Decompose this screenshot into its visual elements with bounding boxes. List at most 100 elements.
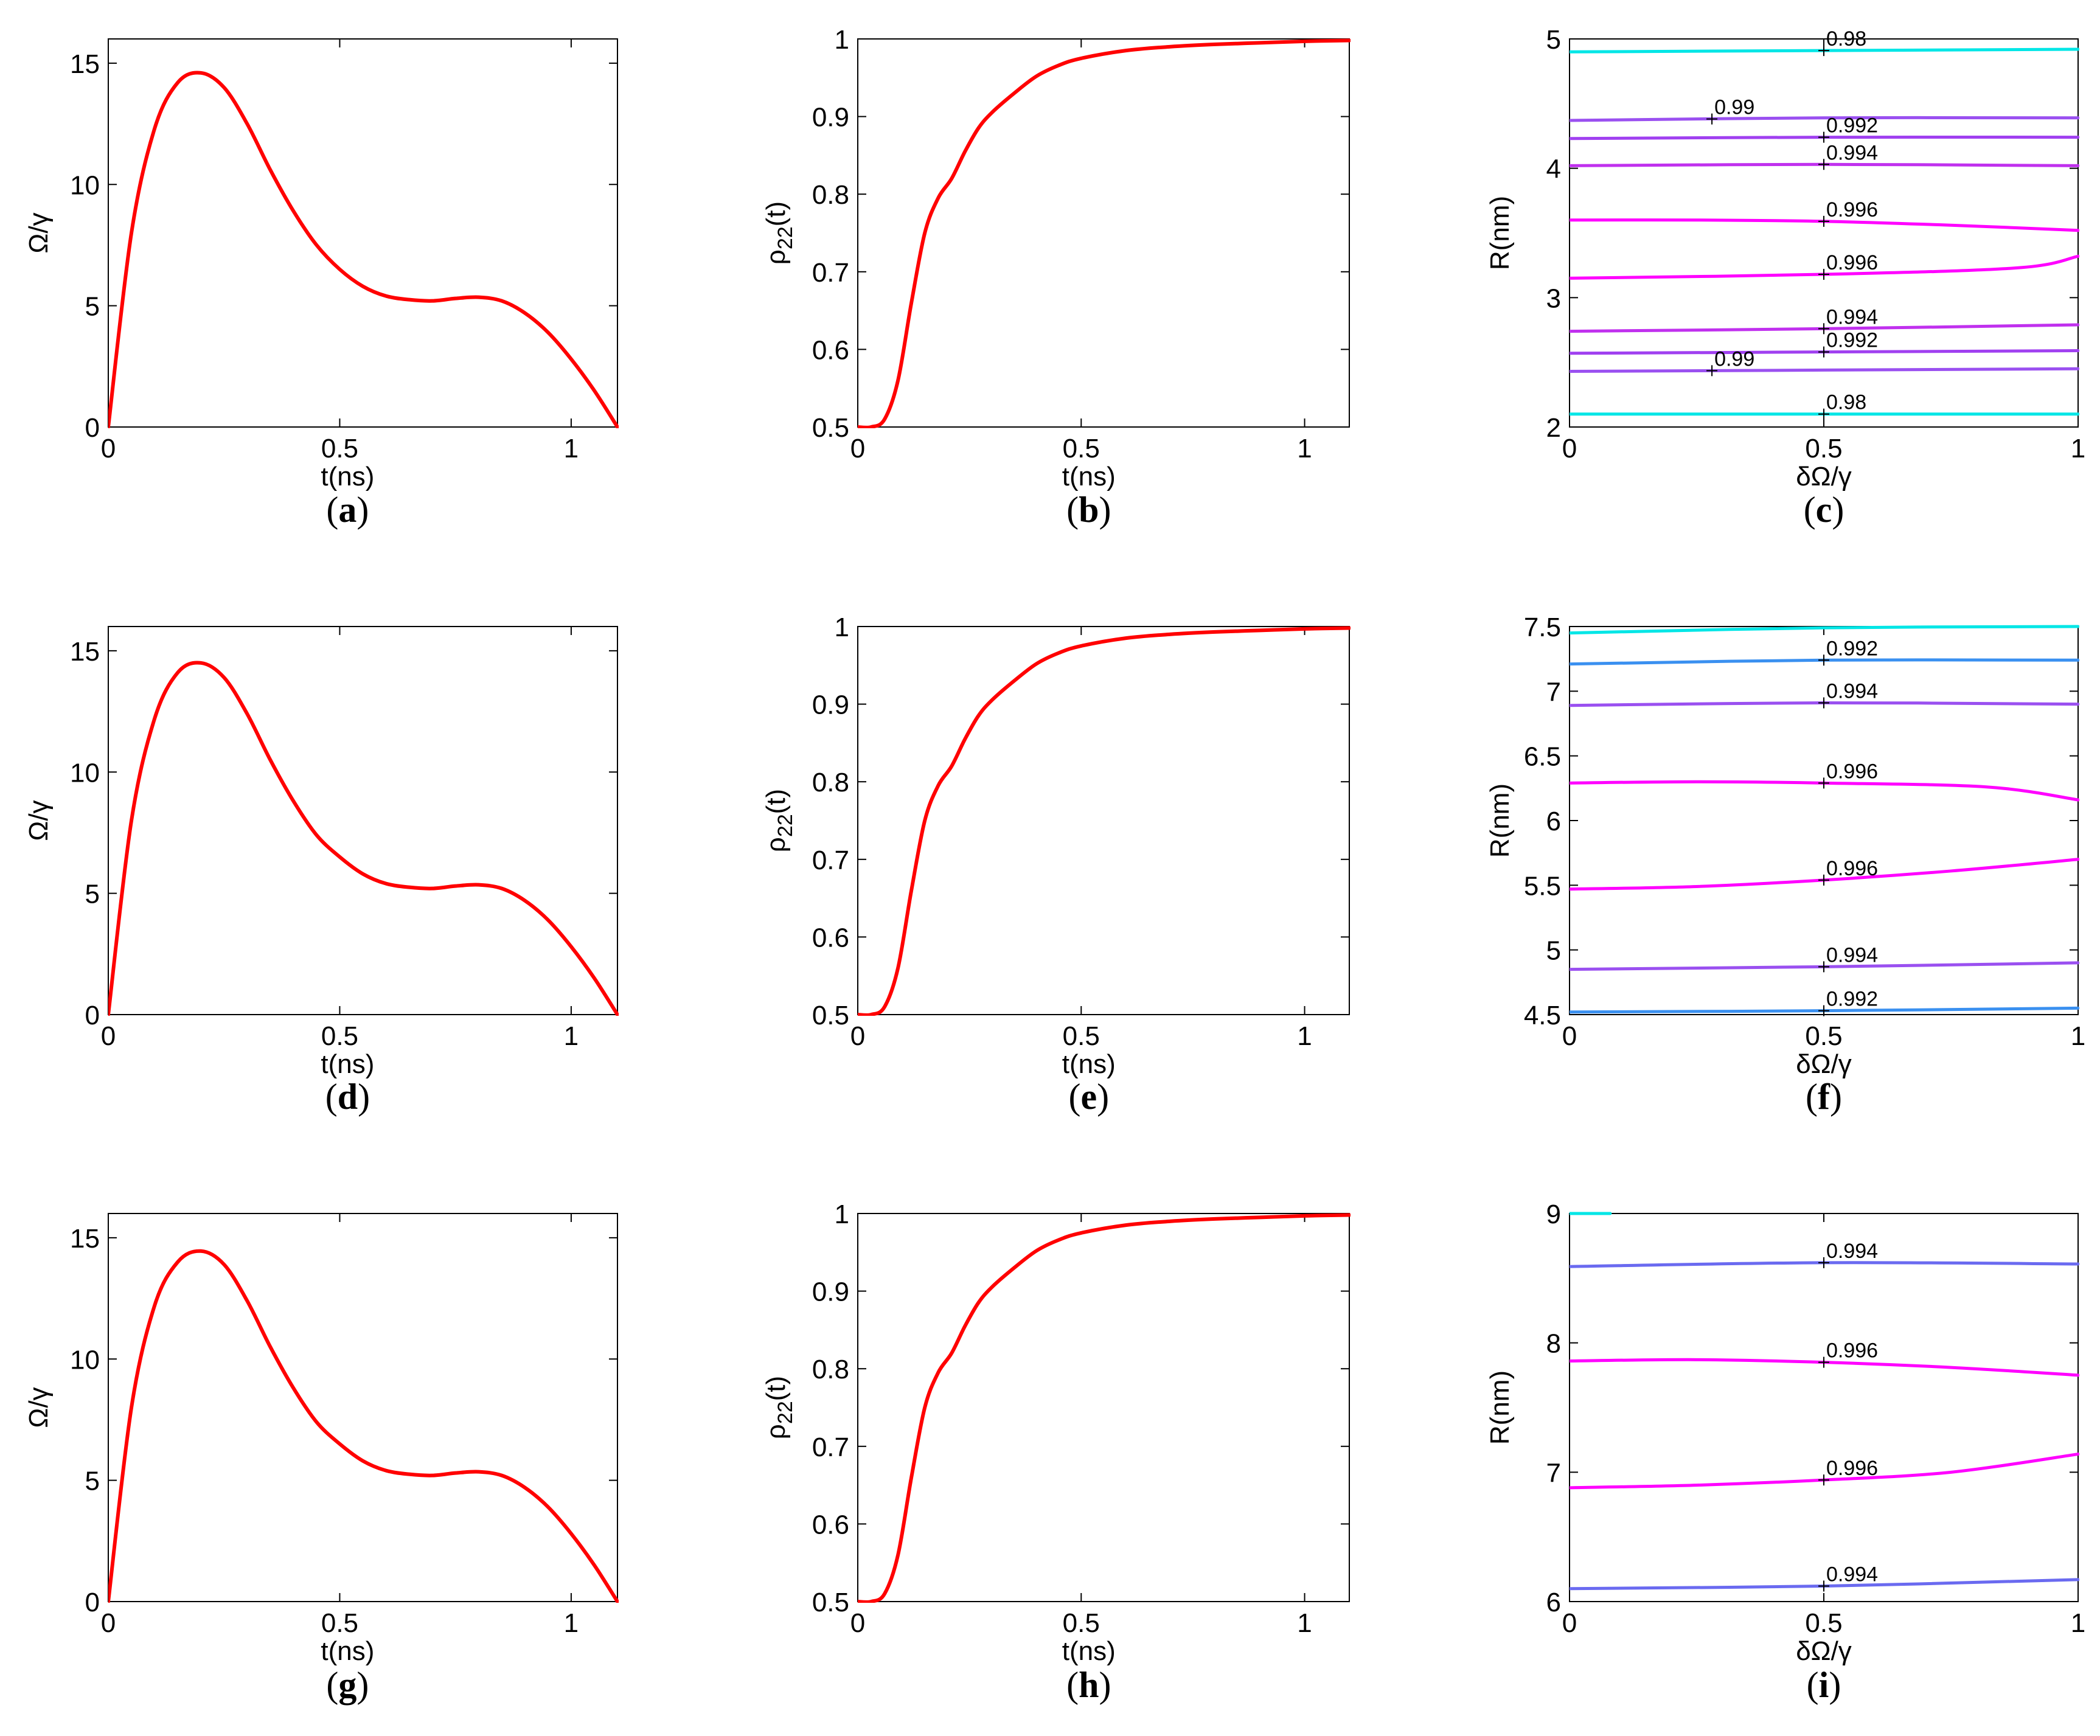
contour-marker bbox=[1818, 131, 1829, 143]
y-tick-label: 0.5 bbox=[812, 1588, 849, 1617]
panel-label: (h) bbox=[1066, 1665, 1111, 1705]
series-line-contour-5 bbox=[1570, 254, 2079, 280]
contour-marker bbox=[1818, 874, 1829, 886]
contour-label: 0.994 bbox=[1826, 679, 1878, 703]
contour-label: 0.99 bbox=[1714, 347, 1754, 370]
series-group bbox=[108, 661, 619, 1016]
y-tick-label: 0.6 bbox=[812, 1510, 849, 1540]
chart-panel-f: 0 0.5 1 4.5 5 5.5 6 6.5 7 7.5 δΩ/γ R(nm) 0.992 0.994 0… bbox=[1485, 613, 2085, 1117]
y-tick-label: 0.8 bbox=[812, 768, 849, 797]
x-axis-label: δΩ/γ bbox=[1796, 462, 1852, 491]
y-tick-label: 10 bbox=[70, 170, 100, 200]
y-tick-label: 1 bbox=[835, 1200, 849, 1229]
contour-marker bbox=[1706, 113, 1718, 125]
x-axis-label: δΩ/γ bbox=[1796, 1049, 1852, 1079]
y-tick-label: 5.5 bbox=[1524, 871, 1561, 901]
plot-frame bbox=[108, 38, 618, 428]
x-tick-label: 1 bbox=[1297, 1021, 1312, 1051]
x-tick-label: 0 bbox=[1562, 1021, 1577, 1051]
contour-label: 0.98 bbox=[1826, 391, 1866, 414]
y-tick-label: 0.9 bbox=[812, 690, 849, 720]
y-tick-label: 5 bbox=[85, 880, 100, 909]
y-axis-label: R(nm) bbox=[1485, 783, 1515, 858]
series-group bbox=[858, 1213, 1351, 1603]
chart-panel-h: 0 0.5 10.50.60.70.80.91t(ns)ρ22(t)(h) bbox=[761, 1200, 1351, 1705]
y-tick-label: 7 bbox=[1546, 677, 1561, 707]
contour-marker bbox=[1818, 45, 1829, 57]
panel-label: (c) bbox=[1804, 490, 1844, 530]
panel-label: (e) bbox=[1068, 1077, 1109, 1117]
panel-label: (i) bbox=[1807, 1665, 1841, 1705]
y-tick-label: 9 bbox=[1546, 1200, 1561, 1229]
x-tick-label: 0 bbox=[850, 1608, 865, 1638]
x-tick-label: 0.5 bbox=[1063, 1021, 1100, 1051]
contour-label: 0.992 bbox=[1826, 114, 1878, 137]
plot-frame bbox=[857, 38, 1350, 428]
chart-panel-e: 0 0.5 10.50.60.70.80.91t(ns)ρ22(t)(e) bbox=[761, 613, 1351, 1117]
x-tick-label: 0.5 bbox=[321, 1608, 358, 1638]
x-tick-label: 0.5 bbox=[1805, 434, 1842, 464]
panel-label: (b) bbox=[1066, 490, 1111, 530]
contour-marker bbox=[1818, 346, 1829, 358]
x-tick-label: 1 bbox=[1297, 1608, 1312, 1638]
x-tick-label: 0.5 bbox=[321, 434, 358, 464]
y-tick-label: 0 bbox=[85, 1588, 100, 1617]
contour-marker bbox=[1818, 1005, 1829, 1016]
contour-marker bbox=[1818, 777, 1829, 789]
chart-panel-c: 0 0.5 12345δΩ/γR(nm)0.980.990.9920.9940.99… bbox=[1485, 25, 2085, 530]
contour-marker bbox=[1818, 1257, 1829, 1268]
plot-frame bbox=[857, 1213, 1350, 1602]
x-tick-label: 1 bbox=[2071, 1021, 2085, 1051]
x-tick-label: 1 bbox=[2071, 1608, 2085, 1638]
y-tick-label: 1 bbox=[835, 613, 849, 642]
y-tick-label: 0.5 bbox=[812, 1001, 849, 1030]
y-tick-label: 5 bbox=[1546, 936, 1561, 966]
y-tick-label: 0.8 bbox=[812, 180, 849, 210]
plot-frame bbox=[1569, 626, 2079, 1015]
chart-panel-i: 0 0.5 1 6 7 8 9 δΩ/γ R(nm) 0.994 0.996 0.996 0.994 (i… bbox=[1485, 1200, 2085, 1705]
contour-marker bbox=[1818, 408, 1829, 420]
y-tick-label: 8 bbox=[1546, 1329, 1561, 1359]
y-axis-label: ρ22(t) bbox=[761, 201, 797, 265]
contour-label: 0.994 bbox=[1826, 1240, 1878, 1263]
y-axis-label: R(nm) bbox=[1485, 196, 1515, 270]
contour-label: 0.994 bbox=[1826, 943, 1878, 967]
x-tick-label: 1 bbox=[564, 1021, 579, 1051]
contour-marker bbox=[1706, 365, 1718, 377]
series-line-contour-1 bbox=[1570, 116, 2079, 122]
x-tick-label: 1 bbox=[564, 1608, 579, 1638]
contour-label: 0.994 bbox=[1826, 305, 1878, 328]
y-tick-label: 0.5 bbox=[812, 413, 849, 443]
contour-label: 0.994 bbox=[1826, 141, 1878, 164]
x-tick-label: 1 bbox=[564, 434, 579, 464]
y-tick-label: 10 bbox=[70, 1345, 100, 1375]
y-tick-label: 0.7 bbox=[812, 258, 849, 288]
x-tick-label: 0 bbox=[1562, 434, 1577, 464]
series-line-Omega bbox=[108, 71, 619, 428]
x-axis-label: t(ns) bbox=[1062, 1049, 1116, 1079]
contour-marker bbox=[1818, 1580, 1829, 1592]
x-axis-label: t(ns) bbox=[1062, 462, 1116, 491]
panel-label: (d) bbox=[325, 1077, 370, 1117]
x-tick-label: 0.5 bbox=[1805, 1608, 1842, 1638]
y-tick-label: 0.9 bbox=[812, 1277, 849, 1307]
x-tick-label: 1 bbox=[2071, 434, 2085, 464]
y-tick-label: 6 bbox=[1546, 1588, 1561, 1617]
y-tick-label: 2 bbox=[1546, 413, 1561, 443]
contour-label: 0.994 bbox=[1826, 1563, 1878, 1586]
y-tick-label: 6.5 bbox=[1524, 742, 1561, 772]
contour-marker bbox=[1818, 323, 1829, 335]
y-tick-label: 6 bbox=[1546, 807, 1561, 836]
contour-label: 0.996 bbox=[1826, 198, 1878, 221]
y-tick-label: 15 bbox=[70, 637, 100, 667]
series-group bbox=[108, 71, 619, 428]
contour-label: 0.996 bbox=[1826, 760, 1878, 783]
y-tick-label: 1 bbox=[835, 25, 849, 55]
x-axis-label: t(ns) bbox=[321, 1636, 374, 1666]
contour-label: 0.996 bbox=[1826, 251, 1878, 274]
y-axis-label: Ω/γ bbox=[24, 1387, 54, 1428]
y-tick-label: 0.9 bbox=[812, 103, 849, 133]
x-tick-label: 0.5 bbox=[1063, 1608, 1100, 1638]
